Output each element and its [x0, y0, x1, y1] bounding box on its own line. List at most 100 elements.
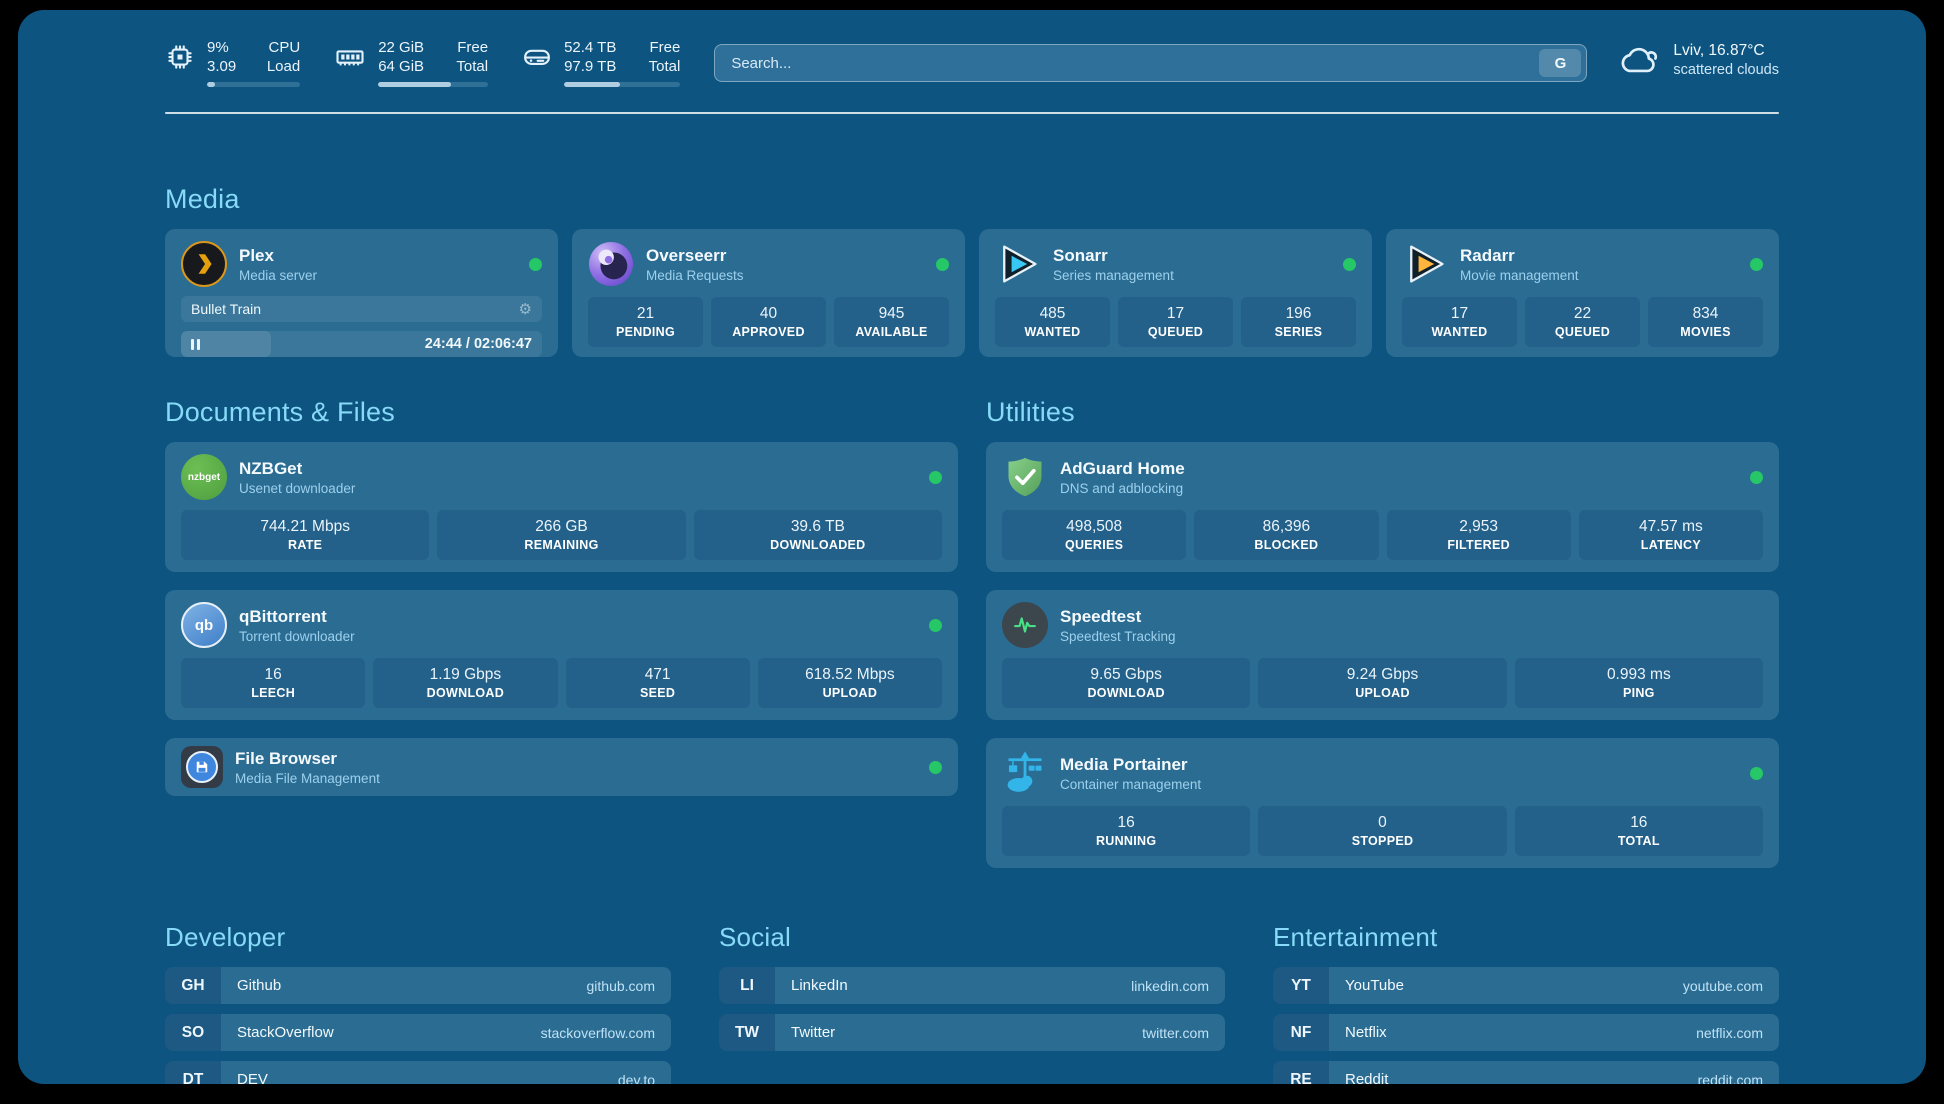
link-url: dev.to: [617, 1071, 655, 1085]
stat-label: SEED: [640, 686, 676, 700]
stat-label: AVAILABLE: [855, 325, 928, 339]
stat-tile: 618.52 Mbps UPLOAD: [757, 658, 942, 708]
floppy-icon: [196, 761, 208, 773]
link-url: github.com: [586, 977, 655, 994]
search-bar[interactable]: G: [714, 44, 1588, 82]
section-title-media: Media: [165, 184, 240, 214]
ram-free: 22 GiB: [378, 39, 425, 56]
disk-metric: 52.4 TB 97.9 TB Free Total: [522, 38, 681, 87]
section-title-developer: Developer: [165, 922, 286, 952]
stat-value: 47.57 ms: [1638, 518, 1703, 535]
link-row-reddit[interactable]: RE Reddit reddit.com: [1273, 1061, 1779, 1084]
stat-value: 22: [1573, 305, 1592, 322]
card-speedtest[interactable]: Speedtest Speedtest Tracking 9.65 Gbps D…: [986, 590, 1779, 720]
stat-label: RUNNING: [1095, 834, 1157, 848]
overseerr-icon: [588, 241, 634, 287]
section-title-social: Social: [719, 922, 792, 952]
link-row-youtube[interactable]: YT YouTube youtube.com: [1273, 967, 1779, 1004]
search-engine-button[interactable]: G: [1539, 49, 1582, 77]
stat-value: 0.993 ms: [1606, 666, 1671, 683]
stat-value: 196: [1285, 305, 1312, 322]
disk-free: 52.4 TB: [564, 39, 617, 56]
pause-icon[interactable]: [191, 338, 200, 350]
stat-value: 9.24 Gbps: [1346, 666, 1419, 683]
app-title: NZBGet: [239, 458, 303, 478]
section-entertainment: Entertainment YT YouTube youtube.com NF …: [1273, 922, 1779, 1084]
link-name: Reddit: [1345, 1071, 1389, 1084]
app-desc: Media File Management: [235, 770, 380, 786]
section-title-entertainment: Entertainment: [1273, 922, 1438, 952]
app-title: Overseerr: [646, 245, 727, 265]
card-filebrowser[interactable]: File Browser Media File Management: [165, 738, 958, 796]
cloud-icon: [1621, 47, 1658, 73]
ram-progress-bar: [378, 82, 489, 87]
stat-label: TOTAL: [1617, 834, 1660, 848]
adguard-icon: [1002, 454, 1048, 500]
card-overseerr[interactable]: Overseerr Media Requests 21 PENDING 40 A…: [572, 229, 965, 357]
stat-label: PENDING: [615, 325, 676, 339]
link-url: linkedin.com: [1131, 977, 1209, 994]
stat-label: SERIES: [1274, 325, 1323, 339]
link-row-github[interactable]: GH Github github.com: [165, 967, 671, 1004]
section-title-documents: Documents & Files: [165, 397, 395, 427]
app-desc: Torrent downloader: [239, 628, 355, 644]
card-portainer[interactable]: Media Portainer Container management 16 …: [986, 738, 1779, 868]
search-input[interactable]: [729, 53, 1540, 73]
gear-icon[interactable]: ⚙: [518, 300, 532, 318]
cpu-usage: 9%: [207, 39, 229, 56]
card-adguard[interactable]: AdGuard Home DNS and adblocking 498,508 …: [986, 442, 1779, 572]
stat-tile: 16 TOTAL: [1514, 806, 1763, 856]
section-developer: Developer GH Github github.com SO StackO…: [165, 922, 671, 1084]
status-dot: [936, 257, 949, 271]
app-desc: Speedtest Tracking: [1060, 628, 1176, 644]
link-name: Github: [237, 977, 282, 994]
stat-label: MOVIES: [1680, 325, 1731, 339]
link-abbr: NF: [1273, 1014, 1329, 1051]
stat-value: 0: [1378, 814, 1387, 831]
card-radarr[interactable]: Radarr Movie management 17 WANTED 22 QUE…: [1386, 229, 1779, 357]
app-title: Speedtest: [1060, 606, 1142, 626]
ram-metric: 22 GiB 64 GiB Free Total: [334, 38, 489, 87]
link-row-stackoverflow[interactable]: SO StackOverflow stackoverflow.com: [165, 1014, 671, 1051]
app-desc: DNS and adblocking: [1060, 480, 1184, 496]
stat-value: 39.6 TB: [790, 518, 845, 535]
stat-label: DOWNLOADED: [770, 538, 866, 552]
stat-label: LATENCY: [1640, 538, 1701, 552]
stat-tile: 0.993 ms PING: [1514, 658, 1763, 708]
card-qbittorrent[interactable]: qb qBittorrent Torrent downloader 16 LEE…: [165, 590, 958, 720]
disk-total-label: Total: [648, 58, 681, 75]
link-name: DEV: [237, 1071, 268, 1084]
link-name: Twitter: [791, 1024, 836, 1041]
card-sonarr[interactable]: Sonarr Series management 485 WANTED 17 Q…: [979, 229, 1372, 357]
stat-label: WANTED: [1024, 325, 1081, 339]
stat-value: 86,396: [1262, 518, 1311, 535]
cpu-icon: [168, 45, 192, 69]
card-nzbget[interactable]: nzbget NZBGet Usenet downloader 744.21 M…: [165, 442, 958, 572]
card-plex[interactable]: Plex Media server Bullet Train ⚙ 24:44 /…: [165, 229, 558, 357]
playback-progress-fill: [181, 331, 272, 357]
stat-tile: 22 QUEUED: [1525, 297, 1640, 347]
ram-total-label: Total: [456, 58, 489, 75]
link-row-linkedin[interactable]: LI LinkedIn linkedin.com: [719, 967, 1225, 1004]
stat-value: 485: [1039, 305, 1066, 322]
link-name: YouTube: [1345, 977, 1404, 994]
stat-label: STOPPED: [1351, 834, 1414, 848]
weather-condition: scattered clouds: [1673, 62, 1779, 78]
link-row-twitter[interactable]: TW Twitter twitter.com: [719, 1014, 1225, 1051]
status-dot: [1750, 766, 1763, 780]
disk-icon: [524, 49, 550, 65]
app-desc: Media Requests: [646, 267, 744, 283]
link-abbr: TW: [719, 1014, 775, 1051]
stat-tile: 498,508 QUERIES: [1002, 510, 1187, 560]
link-row-netflix[interactable]: NF Netflix netflix.com: [1273, 1014, 1779, 1051]
stat-tile: 16 RUNNING: [1002, 806, 1251, 856]
link-row-dev[interactable]: DT DEV dev.to: [165, 1061, 671, 1084]
stat-value: 471: [644, 666, 671, 683]
cpu-load: 3.09: [207, 58, 237, 75]
app-desc: Movie management: [1460, 267, 1579, 283]
app-title: Sonarr: [1053, 245, 1108, 265]
status-dot: [929, 470, 942, 484]
now-playing-row: Bullet Train ⚙: [181, 296, 542, 322]
app-title: File Browser: [235, 748, 338, 768]
status-dot: [1750, 470, 1763, 484]
